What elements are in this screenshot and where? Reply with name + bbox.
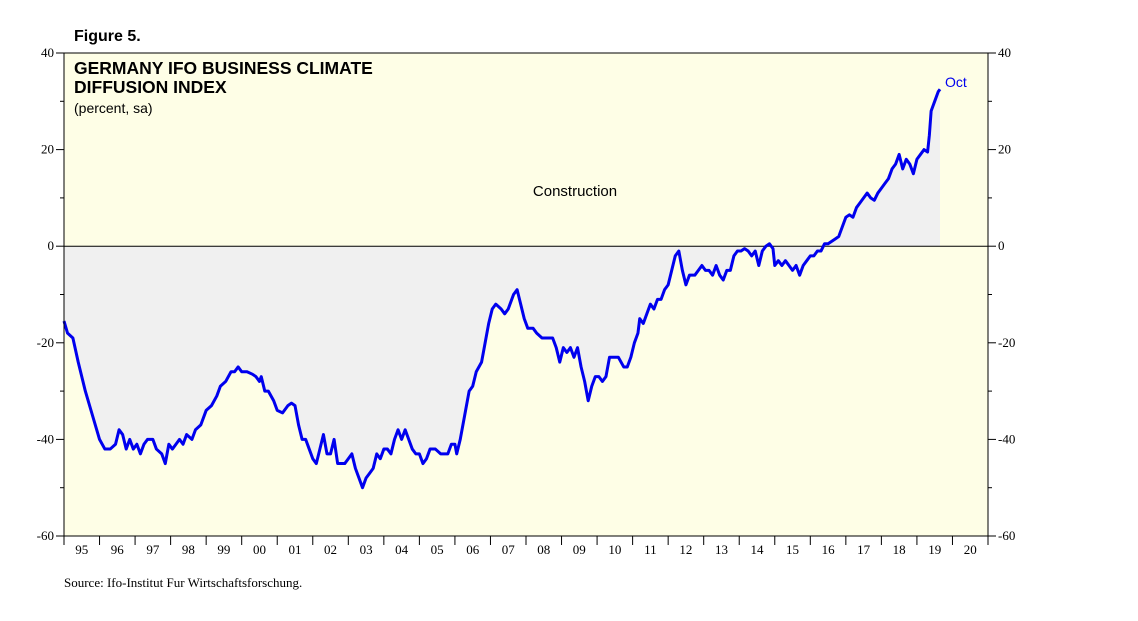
x-tick-label: 12 xyxy=(679,542,692,557)
x-tick-label: 09 xyxy=(573,542,586,557)
x-tick-label: 07 xyxy=(502,542,516,557)
y-tick-label-left: 20 xyxy=(41,142,54,157)
y-tick-label-right: -40 xyxy=(998,431,1015,446)
x-tick-label: 10 xyxy=(608,542,621,557)
chart-title-line2: DIFFUSION INDEX xyxy=(74,77,227,97)
x-tick-label: 08 xyxy=(537,542,550,557)
y-tick-label-left: 0 xyxy=(48,238,55,253)
x-tick-label: 14 xyxy=(751,542,765,557)
y-tick-label-right: 40 xyxy=(998,45,1011,60)
x-tick-label: 98 xyxy=(182,542,195,557)
x-axis: 95 96 97 98 99 00 01 02 03 04 05 06 07 08 09 10 11 12 13 14… xyxy=(63,536,989,557)
x-tick-label: 99 xyxy=(217,542,230,557)
end-point-label: Oct xyxy=(945,74,967,90)
x-tick-label: 06 xyxy=(466,542,480,557)
x-tick-label: 13 xyxy=(715,542,728,557)
x-tick-label: 97 xyxy=(146,542,160,557)
y-tick-label-right: -20 xyxy=(998,335,1015,350)
x-tick-label: 17 xyxy=(857,542,871,557)
series-annotation: Construction xyxy=(533,183,617,200)
y-tick-label-right: 20 xyxy=(998,142,1011,157)
x-tick-label: 95 xyxy=(75,542,88,557)
x-tick-label: 03 xyxy=(360,542,373,557)
y-axis-right: -60 -40 -20 0 20 40 xyxy=(988,45,1015,543)
chart-subtitle: (percent, sa) xyxy=(74,100,153,116)
y-tick-label-left: -40 xyxy=(37,431,54,446)
x-tick-label: 18 xyxy=(893,542,906,557)
plot-frame xyxy=(63,52,989,537)
x-tick-label: 15 xyxy=(786,542,799,557)
x-tick-label: 96 xyxy=(111,542,125,557)
source-note: Source: Ifo-Institut Fur Wirtschaftsfors… xyxy=(64,575,302,590)
y-tick-label-right: 0 xyxy=(998,238,1005,253)
x-tick-label: 20 xyxy=(964,542,977,557)
chart-title: GERMANY IFO BUSINESS CLIMATE xyxy=(74,58,373,78)
x-tick-label: 19 xyxy=(928,542,941,557)
x-tick-label: 00 xyxy=(253,542,266,557)
y-tick-label-right: -60 xyxy=(998,528,1015,543)
y-axis-left: -60 -40 -20 0 20 40 xyxy=(37,45,64,543)
figure-label: Figure 5. xyxy=(74,28,141,45)
y-tick-label-left: -20 xyxy=(37,335,54,350)
x-tick-label: 05 xyxy=(431,542,444,557)
x-tick-label: 11 xyxy=(644,542,657,557)
x-tick-label: 04 xyxy=(395,542,409,557)
series-line xyxy=(62,88,942,490)
y-tick-label-left: 40 xyxy=(41,45,54,60)
y-tick-label-left: -60 xyxy=(37,528,54,543)
x-tick-label: 16 xyxy=(822,542,836,557)
series-area xyxy=(64,89,941,488)
x-tick-label: 01 xyxy=(289,542,302,557)
x-tick-label: 02 xyxy=(324,542,337,557)
